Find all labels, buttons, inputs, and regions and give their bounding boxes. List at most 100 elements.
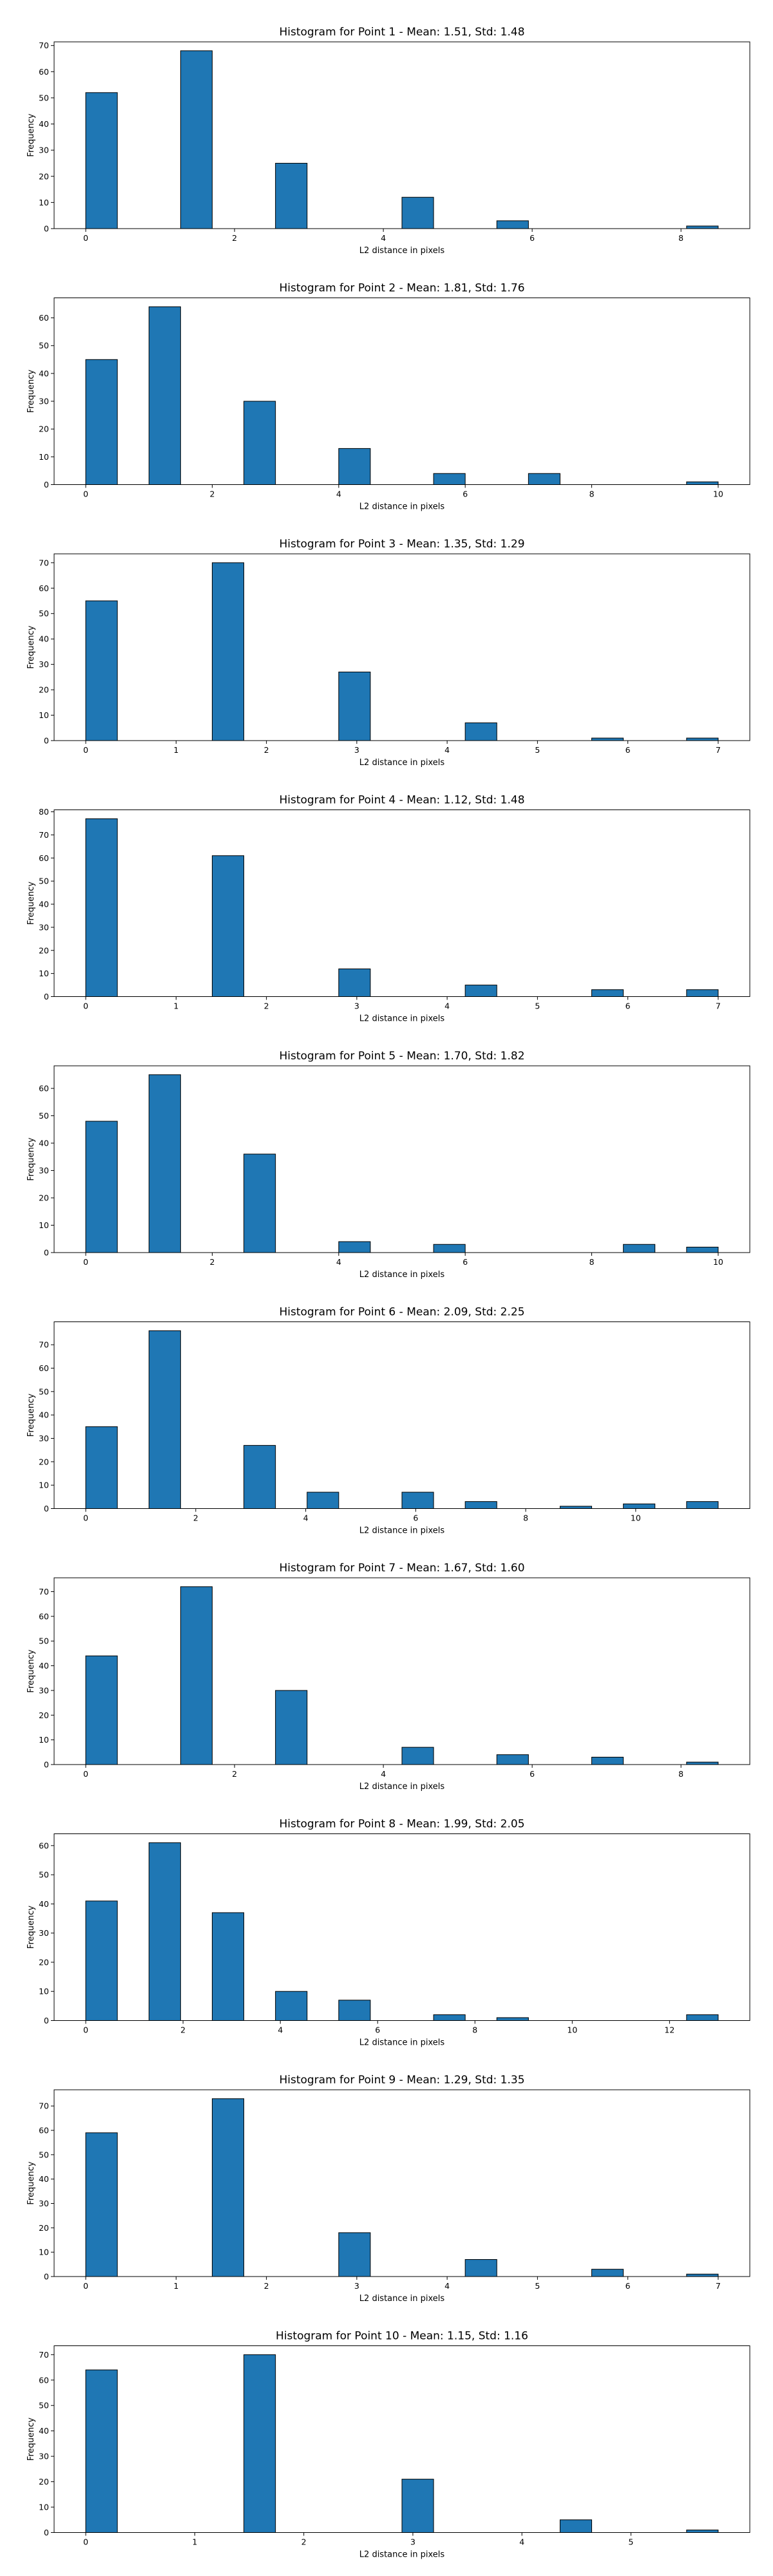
y-tick-label: 20 — [39, 1457, 49, 1466]
histogram-bar — [338, 671, 371, 741]
y-tick-label: 50 — [39, 1870, 49, 1880]
y-tick-label: 0 — [44, 2272, 49, 2282]
x-tick-label: 0 — [83, 1513, 88, 1523]
y-axis-label: Frequency — [26, 882, 36, 925]
x-axis-label: L2 distance in pixels — [359, 2550, 445, 2560]
chart-title: Histogram for Point 9 - Mean: 1.29, Std:… — [279, 2074, 524, 2087]
histogram-bar — [591, 989, 624, 997]
histogram-bar — [211, 562, 245, 741]
y-tick-label: 0 — [44, 1760, 49, 1770]
y-tick-label: 60 — [39, 1363, 49, 1373]
histogram-bar — [623, 1503, 656, 1509]
histogram-bar — [686, 2530, 719, 2533]
x-tick-label: 2 — [232, 1769, 237, 1779]
y-tick-label: 10 — [39, 710, 49, 720]
histogram-bar — [433, 473, 466, 485]
histogram-bar — [686, 481, 719, 485]
x-tick-label: 10 — [713, 1257, 723, 1267]
y-tick-label: 50 — [39, 876, 49, 886]
x-tick-label: 0 — [83, 745, 88, 755]
plot-frame — [53, 1577, 750, 1765]
x-tick-label: 2 — [209, 489, 215, 499]
x-tick-label: 1 — [173, 1001, 178, 1011]
y-tick-label: 70 — [39, 41, 49, 50]
plot-frame — [53, 41, 750, 229]
y-tick-label: 40 — [39, 1661, 49, 1671]
x-tick-label: 6 — [625, 745, 631, 755]
chart-title: Histogram for Point 10 - Mean: 1.15, Std… — [276, 2330, 528, 2343]
histogram-bar — [85, 2132, 118, 2277]
x-tick-label: 0 — [83, 1769, 88, 1779]
x-tick-label: 4 — [519, 2537, 524, 2547]
x-tick-label: 2 — [264, 745, 269, 755]
y-tick-label: 20 — [39, 1193, 49, 1203]
y-tick-label: 20 — [39, 2477, 49, 2486]
plot-frame — [53, 810, 750, 997]
x-tick-label: 10 — [567, 2025, 577, 2035]
y-axis-label: Frequency — [26, 625, 36, 668]
y-tick-label: 30 — [39, 397, 49, 406]
x-tick-label: 6 — [463, 489, 468, 499]
y-tick-label: 0 — [44, 736, 49, 746]
histogram-bar — [401, 196, 434, 229]
histogram-bar — [275, 1690, 308, 1765]
plot-frame — [53, 553, 750, 741]
x-tick-label: 1 — [173, 745, 178, 755]
x-axis-label: L2 distance in pixels — [359, 1014, 445, 1024]
x-tick-label: 2 — [301, 2537, 307, 2547]
subplot: Histogram for Point 4 - Mean: 1.12, Std:… — [26, 794, 750, 1024]
x-tick-label: 4 — [336, 1257, 341, 1267]
y-tick-label: 20 — [39, 2223, 49, 2233]
y-tick-label: 40 — [39, 1899, 49, 1909]
histogram-bar — [528, 473, 560, 485]
x-tick-label: 1 — [173, 2281, 178, 2291]
x-tick-label: 5 — [535, 745, 540, 755]
x-axis-label: L2 distance in pixels — [359, 246, 445, 256]
y-tick-label: 30 — [39, 1166, 49, 1175]
y-tick-label: 80 — [39, 807, 49, 817]
y-tick-label: 30 — [39, 146, 49, 155]
histogram-bar — [85, 818, 118, 998]
y-tick-label: 10 — [39, 1735, 49, 1745]
x-tick-label: 5 — [535, 1001, 540, 1011]
y-tick-label: 0 — [44, 224, 49, 234]
x-tick-label: 2 — [232, 233, 237, 243]
subplot: Histogram for Point 9 - Mean: 1.29, Std:… — [26, 2074, 750, 2304]
x-tick-label: 6 — [413, 1513, 418, 1523]
y-tick-label: 60 — [39, 1841, 49, 1850]
y-axis-label: Frequency — [26, 1394, 36, 1437]
x-tick-label: 2 — [209, 1257, 215, 1267]
x-tick-label: 4 — [381, 1769, 386, 1779]
x-tick-label: 3 — [410, 2537, 415, 2547]
chart-title: Histogram for Point 8 - Mean: 1.99, Std:… — [279, 1818, 524, 1831]
chart-title: Histogram for Point 1 - Mean: 1.51, Std:… — [279, 26, 524, 39]
histogram-bar — [686, 1501, 719, 1510]
x-axis-label: L2 distance in pixels — [359, 2038, 445, 2048]
x-tick-label: 6 — [463, 1257, 468, 1267]
x-tick-label: 3 — [354, 745, 359, 755]
y-tick-label: 60 — [39, 1611, 49, 1621]
x-tick-label: 2 — [180, 2025, 186, 2035]
histogram-bar — [686, 1761, 719, 1765]
y-tick-label: 70 — [39, 2101, 49, 2111]
y-tick-label: 50 — [39, 2150, 49, 2159]
histogram-bar — [85, 1426, 118, 1510]
x-tick-label: 2 — [264, 2281, 269, 2291]
x-tick-label: 0 — [83, 1001, 88, 1011]
y-tick-label: 20 — [39, 424, 49, 434]
histogram-bar — [148, 1330, 181, 1510]
plot-frame — [53, 298, 750, 485]
x-tick-label: 6 — [375, 2025, 380, 2035]
histogram-bar — [180, 1586, 213, 1765]
x-axis-label: L2 distance in pixels — [359, 2294, 445, 2304]
histogram-bar — [148, 306, 181, 485]
y-tick-label: 40 — [39, 900, 49, 909]
histogram-bar — [338, 2000, 371, 2022]
y-tick-label: 20 — [39, 1957, 49, 1967]
y-tick-label: 40 — [39, 2426, 49, 2436]
chart-title: Histogram for Point 3 - Mean: 1.35, Std:… — [279, 538, 524, 551]
x-axis-label: L2 distance in pixels — [359, 758, 445, 768]
x-tick-label: 0 — [83, 233, 88, 243]
histogram-bar — [307, 1492, 339, 1510]
x-tick-label: 6 — [625, 1001, 631, 1011]
